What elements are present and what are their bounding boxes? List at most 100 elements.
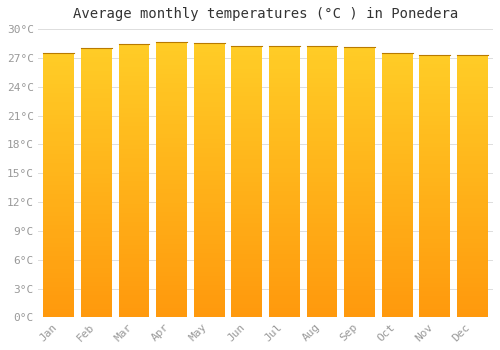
Bar	[156, 102, 187, 106]
Bar	[382, 309, 412, 313]
Bar	[344, 102, 375, 106]
Bar	[156, 244, 187, 248]
Bar	[306, 196, 338, 200]
Bar	[156, 308, 187, 313]
Bar	[81, 313, 112, 317]
Bar	[44, 251, 74, 256]
Bar	[269, 182, 300, 187]
Bar	[194, 281, 224, 285]
Bar	[156, 290, 187, 294]
Bar	[344, 290, 375, 295]
Bar	[232, 295, 262, 299]
Bar	[306, 60, 338, 64]
Bar	[269, 241, 300, 245]
Bar	[306, 277, 338, 281]
Bar	[81, 80, 112, 84]
Bar	[44, 62, 74, 66]
Bar	[382, 181, 412, 185]
Bar	[81, 75, 112, 80]
Bar	[81, 134, 112, 138]
Bar	[344, 151, 375, 155]
Bar	[81, 147, 112, 152]
Bar	[344, 47, 375, 52]
Bar	[344, 169, 375, 173]
Bar	[232, 313, 262, 317]
Bar	[156, 221, 187, 225]
Bar	[420, 300, 450, 304]
Bar	[44, 238, 74, 243]
Bar	[269, 263, 300, 268]
Bar	[44, 220, 74, 225]
Bar	[44, 282, 74, 287]
Bar	[457, 177, 488, 182]
Bar	[306, 304, 338, 308]
Bar	[269, 146, 300, 150]
Bar	[344, 187, 375, 191]
Bar	[420, 252, 450, 256]
Bar	[156, 138, 187, 143]
Bar	[457, 217, 488, 221]
Bar	[382, 146, 412, 150]
Bar	[306, 74, 338, 78]
Bar	[382, 243, 412, 247]
Bar	[194, 189, 224, 194]
Bar	[306, 223, 338, 227]
Bar	[118, 67, 150, 72]
Bar	[457, 243, 488, 247]
Bar	[306, 132, 338, 137]
Bar	[420, 230, 450, 235]
Bar	[306, 100, 338, 105]
Bar	[344, 74, 375, 79]
Bar	[420, 160, 450, 164]
Bar	[118, 286, 150, 290]
Bar	[457, 191, 488, 195]
Bar	[269, 155, 300, 159]
Bar	[269, 204, 300, 209]
Bar	[118, 90, 150, 94]
Bar	[382, 53, 412, 57]
Bar	[269, 200, 300, 204]
Bar	[232, 55, 262, 60]
Bar	[420, 221, 450, 226]
Bar	[382, 194, 412, 198]
Bar	[156, 235, 187, 239]
Bar	[457, 86, 488, 90]
Bar	[232, 268, 262, 272]
Bar	[118, 226, 150, 231]
Bar	[306, 281, 338, 286]
Bar	[44, 269, 74, 273]
Bar	[44, 234, 74, 238]
Bar	[194, 262, 224, 267]
Bar	[232, 281, 262, 286]
Bar	[232, 74, 262, 78]
Bar	[81, 89, 112, 93]
Bar	[81, 264, 112, 268]
Bar	[156, 55, 187, 60]
Bar	[81, 62, 112, 66]
Bar	[306, 105, 338, 110]
Bar	[306, 96, 338, 100]
Bar	[118, 113, 150, 117]
Bar	[194, 171, 224, 175]
Bar	[232, 119, 262, 123]
Bar	[81, 57, 112, 62]
Bar	[194, 194, 224, 198]
Bar	[344, 308, 375, 313]
Bar	[344, 268, 375, 272]
Bar	[382, 212, 412, 216]
Bar	[44, 313, 74, 317]
Bar	[232, 105, 262, 110]
Bar	[269, 223, 300, 227]
Bar	[457, 142, 488, 147]
Bar	[81, 156, 112, 160]
Bar	[232, 182, 262, 187]
Bar	[232, 250, 262, 254]
Bar	[420, 226, 450, 230]
Bar	[194, 304, 224, 308]
Bar	[420, 147, 450, 151]
Bar	[269, 83, 300, 87]
Bar	[269, 78, 300, 83]
Bar	[156, 207, 187, 212]
Bar	[269, 164, 300, 168]
Bar	[156, 216, 187, 221]
